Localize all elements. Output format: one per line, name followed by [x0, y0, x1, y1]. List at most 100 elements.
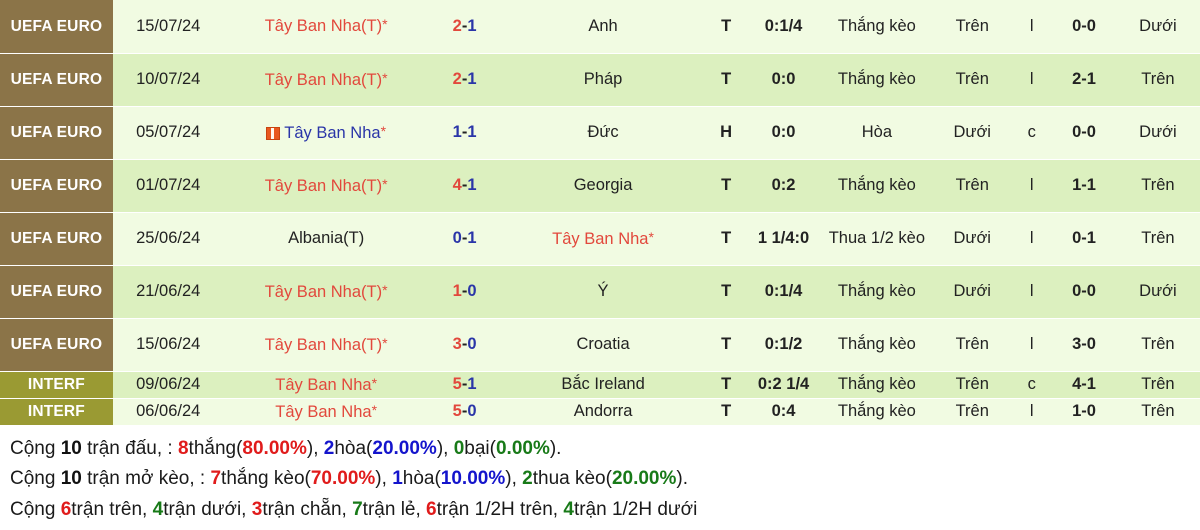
cell-league[interactable]: INTERF	[0, 398, 113, 426]
cell-home-team[interactable]: Tây Ban Nha(T)*	[223, 159, 429, 213]
summary-l2-t6: ),	[505, 468, 523, 490]
table-row[interactable]: UEFA EURO 21/06/24 Tây Ban Nha(T)* 1-0 Ý T 0:1…	[0, 265, 1200, 319]
match-history-table: UEFA EURO 15/07/24 Tây Ban Nha(T)* 2-1 Anh T 0…	[0, 0, 1200, 426]
score-separator: -	[461, 16, 468, 35]
score-separator: -	[461, 375, 468, 394]
cell-score: 4-1	[428, 159, 501, 213]
cell-odd-even-letter: l	[1011, 53, 1053, 107]
summary-l3-t6: trận 1/2H trên,	[436, 499, 564, 521]
cell-league[interactable]: UEFA EURO	[0, 0, 113, 54]
match-table-body: UEFA EURO 15/07/24 Tây Ban Nha(T)* 2-1 Anh T 0…	[0, 0, 1200, 426]
cell-outcome-letter: H	[705, 106, 747, 160]
summary-l3-t5: trận lẻ,	[362, 499, 427, 521]
home-team-name: Tây Ban Nha	[284, 123, 381, 142]
cell-score: 1-1	[428, 106, 501, 160]
table-row[interactable]: INTERF 09/06/24 Tây Ban Nha* 5-1 Bắc Ireland…	[0, 371, 1200, 399]
table-row[interactable]: UEFA EURO 01/07/24 Tây Ban Nha(T)* 4-1 Georg…	[0, 159, 1200, 213]
cell-home-team[interactable]: Tây Ban Nha(T)*	[223, 53, 429, 107]
cell-home-team[interactable]: Tây Ban Nha(T)*	[223, 265, 429, 319]
cell-handicap-odds: 0:0	[746, 106, 821, 160]
summary-l1-t3: thắng(	[188, 437, 243, 459]
cell-handicap-result: Thắng kèo	[820, 0, 934, 54]
summary-l2-losses: 2	[522, 468, 533, 490]
cell-home-team[interactable]: Tây Ban Nha*	[223, 398, 429, 426]
cell-half-over-under: Trên	[1115, 53, 1200, 107]
cell-handicap-odds: 0:2	[746, 159, 821, 213]
score-home: 1	[452, 282, 462, 301]
summary-line-overall: Cộng 10 trận đấu, : 8thắng(80.00%), 2hòa…	[10, 434, 1190, 465]
table-row[interactable]: UEFA EURO 15/06/24 Tây Ban Nha(T)* 3-0 Croat…	[0, 318, 1200, 372]
cell-half-score: 0-0	[1052, 265, 1116, 319]
cell-league[interactable]: INTERF	[0, 371, 113, 399]
score-home: 2	[452, 70, 462, 89]
cell-away-team[interactable]: Tây Ban Nha*	[500, 212, 706, 266]
score-away: 1	[467, 229, 477, 248]
cell-outcome-letter: T	[705, 371, 747, 399]
cell-handicap-result: Thắng kèo	[820, 371, 934, 399]
summary-l2-t8: ).	[676, 468, 689, 490]
summary-l3-t2: trận trên,	[71, 499, 153, 521]
cell-date: 10/07/24	[112, 53, 224, 107]
table-row[interactable]: UEFA EURO 10/07/24 Tây Ban Nha(T)* 2-1 Pháp T…	[0, 53, 1200, 107]
score-away: 1	[467, 176, 477, 195]
cell-league[interactable]: UEFA EURO	[0, 265, 113, 319]
cell-odd-even-letter: c	[1011, 106, 1053, 160]
table-row[interactable]: UEFA EURO 15/07/24 Tây Ban Nha(T)* 2-1 Anh T 0…	[0, 0, 1200, 54]
summary-l1-wins: 8	[177, 437, 189, 459]
cell-home-team[interactable]: Albania(T)	[223, 212, 429, 266]
summary-l3-t3: trận dưới,	[163, 499, 252, 521]
table-row[interactable]: UEFA EURO 25/06/24 Albania(T) 0-1 Tây Ban Nh…	[0, 212, 1200, 266]
cell-home-team[interactable]: Tây Ban Nha(T)*	[223, 318, 429, 372]
cell-handicap-odds: 0:1/2	[746, 318, 821, 372]
cell-score: 3-0	[428, 318, 501, 372]
away-team-name: Andorra	[573, 402, 633, 421]
home-star-marker: *	[371, 401, 378, 418]
cell-league[interactable]: UEFA EURO	[0, 53, 113, 107]
cell-away-team[interactable]: Pháp	[500, 53, 706, 107]
cell-league[interactable]: UEFA EURO	[0, 159, 113, 213]
table-row[interactable]: INTERF 06/06/24 Tây Ban Nha* 5-0 Andorra T 0:4…	[0, 398, 1200, 426]
cell-outcome-letter: T	[705, 318, 747, 372]
score-home: 1	[452, 123, 462, 142]
cell-away-team[interactable]: Anh	[500, 0, 706, 54]
cell-away-team[interactable]: Georgia	[500, 159, 706, 213]
cell-score: 0-1	[428, 212, 501, 266]
summary-l3-t4: trận chẵn,	[262, 499, 353, 521]
summary-l1-t8: ).	[549, 437, 562, 459]
summary-line-overunder: Cộng 6trận trên, 4trận dưới, 3trận chẵn,…	[10, 495, 1190, 526]
cell-odd-even-letter: l	[1011, 159, 1053, 213]
cell-half-score: 4-1	[1052, 371, 1116, 399]
cell-away-team[interactable]: Croatia	[500, 318, 706, 372]
cell-away-team[interactable]: Bắc Ireland	[500, 371, 706, 399]
cell-home-team[interactable]: Tây Ban Nha*	[223, 106, 429, 160]
score-separator: -	[461, 70, 468, 89]
cell-league[interactable]: UEFA EURO	[0, 318, 113, 372]
cell-half-over-under: Trên	[1115, 371, 1200, 399]
score-separator: -	[461, 176, 468, 195]
summary-l2-wins: 7	[210, 468, 222, 490]
away-team-name: Georgia	[573, 176, 633, 195]
cell-half-over-under: Dưới	[1115, 265, 1200, 319]
cell-handicap-result: Thắng kèo	[820, 318, 934, 372]
cell-half-score: 2-1	[1052, 53, 1116, 107]
cell-home-team[interactable]: Tây Ban Nha*	[223, 371, 429, 399]
summary-l3-half-under: 4	[563, 499, 574, 521]
score-home: 5	[452, 402, 462, 421]
home-team-name: Albania(T)	[288, 229, 365, 248]
cell-league[interactable]: UEFA EURO	[0, 106, 113, 160]
summary-l1-t6: ),	[436, 437, 454, 459]
cell-home-team[interactable]: Tây Ban Nha(T)*	[223, 0, 429, 54]
score-away: 1	[467, 70, 477, 89]
summary-l3-t1: Cộng	[10, 499, 61, 521]
away-star-marker: *	[648, 228, 654, 245]
table-row[interactable]: UEFA EURO 05/07/24 Tây Ban Nha* 1-1 Đức H 0:0 H…	[0, 106, 1200, 160]
summary-l3-under: 4	[152, 499, 164, 521]
cell-away-team[interactable]: Andorra	[500, 398, 706, 426]
cell-away-team[interactable]: Ý	[500, 265, 706, 319]
cell-over-under: Trên	[933, 159, 1012, 213]
summary-l3-t7: trận 1/2H dưới	[573, 499, 698, 521]
cell-odd-even-letter: l	[1011, 265, 1053, 319]
cell-away-team[interactable]: Đức	[500, 106, 706, 160]
cell-league[interactable]: UEFA EURO	[0, 212, 113, 266]
